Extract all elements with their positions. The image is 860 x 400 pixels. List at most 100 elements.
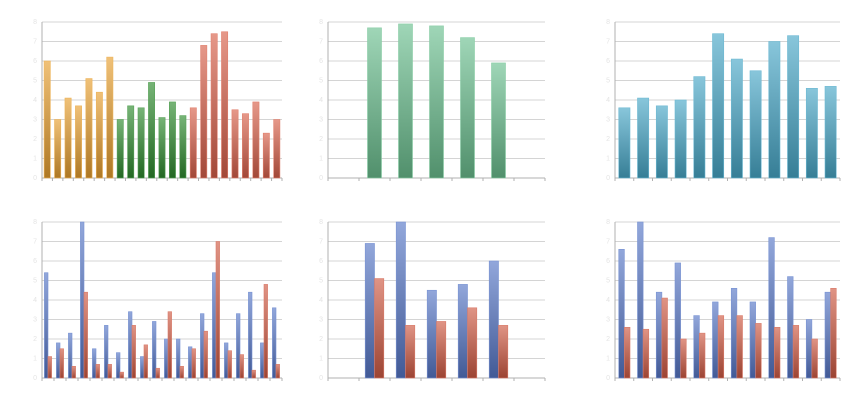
bar bbox=[624, 326, 631, 379]
bar bbox=[467, 307, 478, 379]
y-tick-label: 6 bbox=[606, 58, 610, 65]
bar bbox=[104, 325, 109, 379]
bar bbox=[242, 113, 249, 179]
bar bbox=[830, 287, 837, 379]
bar bbox=[158, 117, 166, 179]
bar bbox=[179, 365, 184, 379]
bar bbox=[47, 356, 52, 379]
bar bbox=[248, 291, 253, 379]
bar bbox=[106, 56, 114, 179]
bar bbox=[717, 315, 725, 379]
bar bbox=[749, 70, 762, 179]
bar bbox=[176, 338, 181, 379]
bar bbox=[674, 99, 687, 179]
y-tick-label: 6 bbox=[319, 58, 323, 65]
bar bbox=[768, 41, 781, 179]
y-tick-label: 7 bbox=[606, 38, 610, 45]
bar bbox=[137, 107, 145, 179]
bar bbox=[227, 350, 232, 379]
bar bbox=[210, 33, 218, 179]
bar bbox=[398, 23, 413, 179]
y-tick-label: 2 bbox=[606, 136, 610, 143]
y-tick-label: 3 bbox=[319, 316, 323, 323]
bar bbox=[436, 321, 447, 379]
y-tick-label: 0 bbox=[606, 375, 610, 382]
y-tick-label: 0 bbox=[606, 175, 610, 182]
y-tick-label: 1 bbox=[606, 155, 610, 162]
bar bbox=[54, 119, 62, 179]
bar bbox=[395, 221, 406, 379]
y-tick-label: 8 bbox=[606, 219, 610, 226]
bar bbox=[805, 88, 818, 179]
y-tick-label: 2 bbox=[319, 136, 323, 143]
bar bbox=[116, 119, 124, 179]
bar bbox=[637, 221, 644, 379]
bar bbox=[251, 369, 256, 379]
bar bbox=[148, 82, 155, 179]
bar bbox=[95, 91, 103, 179]
y-tick-label: 7 bbox=[606, 238, 610, 245]
y-tick-label: 6 bbox=[606, 258, 610, 265]
bar bbox=[212, 272, 217, 379]
y-tick-label: 6 bbox=[33, 58, 37, 65]
bar bbox=[680, 338, 687, 379]
bar bbox=[215, 241, 220, 379]
bar bbox=[95, 364, 100, 379]
bar bbox=[224, 342, 229, 379]
bar bbox=[618, 107, 631, 179]
bar bbox=[179, 115, 187, 179]
y-tick-label: 8 bbox=[33, 219, 37, 226]
bar bbox=[71, 365, 76, 379]
bar bbox=[768, 237, 775, 379]
y-tick-label: 1 bbox=[319, 355, 323, 362]
bar bbox=[152, 321, 157, 379]
bar bbox=[787, 35, 800, 179]
bar bbox=[693, 76, 706, 179]
bar bbox=[426, 289, 437, 379]
y-tick-label: 0 bbox=[319, 175, 323, 182]
bar bbox=[127, 105, 135, 179]
y-tick-label: 0 bbox=[319, 375, 323, 382]
y-tick-label: 5 bbox=[33, 77, 37, 84]
bar bbox=[674, 262, 681, 379]
bar bbox=[655, 291, 663, 379]
bar bbox=[119, 371, 124, 379]
y-tick-label: 1 bbox=[33, 155, 37, 162]
y-tick-label: 8 bbox=[33, 19, 37, 26]
y-tick-label: 4 bbox=[33, 97, 37, 104]
y-tick-label: 3 bbox=[33, 116, 37, 123]
y-tick-label: 3 bbox=[606, 316, 610, 323]
bar bbox=[43, 60, 51, 179]
y-tick-label: 1 bbox=[33, 355, 37, 362]
bar bbox=[730, 287, 738, 379]
bar bbox=[275, 364, 280, 379]
y-tick-label: 2 bbox=[33, 136, 37, 143]
bar bbox=[116, 352, 121, 379]
bar bbox=[75, 105, 82, 179]
bar bbox=[712, 301, 719, 379]
bar bbox=[260, 342, 265, 379]
y-tick-label: 4 bbox=[319, 297, 323, 304]
bar bbox=[191, 348, 196, 379]
bar bbox=[367, 27, 382, 179]
y-tick-label: 4 bbox=[606, 297, 610, 304]
bar bbox=[273, 119, 281, 179]
bar bbox=[231, 109, 239, 179]
y-tick-label: 7 bbox=[33, 38, 37, 45]
y-tick-label: 0 bbox=[33, 375, 37, 382]
bar bbox=[712, 33, 725, 179]
bar bbox=[787, 276, 794, 379]
bar bbox=[164, 338, 169, 379]
bar bbox=[239, 354, 244, 379]
bar bbox=[155, 367, 160, 379]
bar bbox=[699, 332, 706, 379]
bar bbox=[272, 307, 277, 379]
bar bbox=[405, 325, 416, 379]
bar bbox=[661, 297, 668, 379]
bar bbox=[92, 348, 97, 379]
bar bbox=[262, 132, 270, 179]
bar bbox=[774, 326, 781, 379]
bar bbox=[236, 313, 241, 379]
bar bbox=[221, 31, 229, 179]
